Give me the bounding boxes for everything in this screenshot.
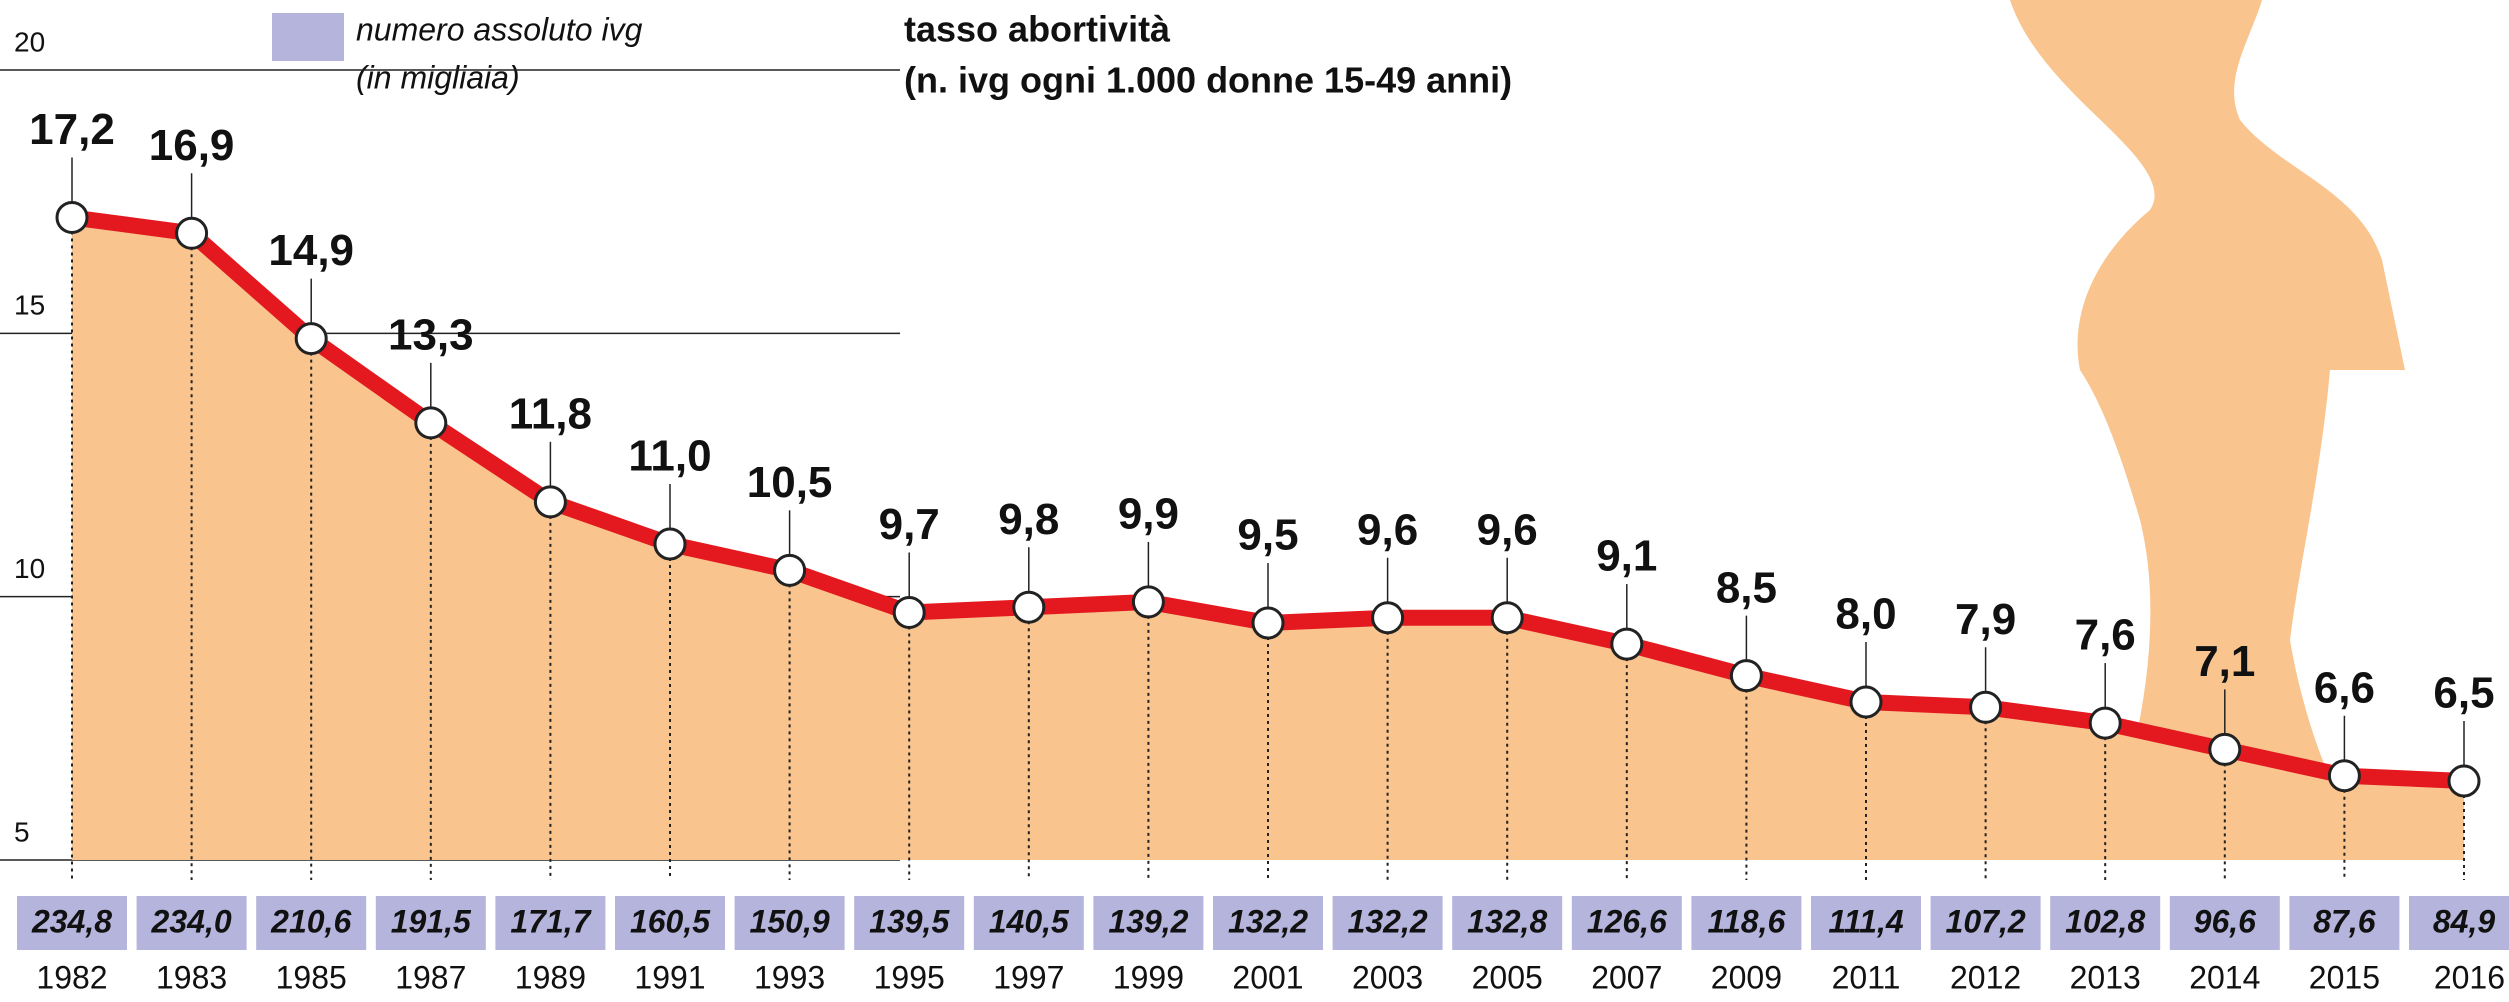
absolute-label: 139,5 bbox=[869, 903, 950, 939]
chart: tasso abortività (n. ivg ogni 1.000 donn… bbox=[0, 0, 2509, 1002]
absolute-label: 107,2 bbox=[1946, 903, 2026, 939]
chart-subtitle: (n. ivg ogni 1.000 donne 15-49 anni) bbox=[904, 60, 1512, 101]
value-label: 9,6 bbox=[1477, 505, 1538, 554]
value-label: 13,3 bbox=[388, 310, 474, 359]
absolute-label: 160,5 bbox=[630, 903, 711, 939]
absolute-label: 234,8 bbox=[31, 903, 112, 939]
value-label: 7,1 bbox=[2194, 637, 2255, 686]
x-tick-label: 1995 bbox=[874, 959, 945, 995]
absolute-label: 96,6 bbox=[2194, 903, 2256, 939]
legend-label: numero assoluto ivg bbox=[356, 11, 643, 47]
value-label: 9,9 bbox=[1118, 490, 1179, 539]
x-tick-label: 1991 bbox=[634, 959, 705, 995]
point bbox=[775, 555, 805, 585]
y-tick-label: 10 bbox=[14, 553, 45, 584]
point bbox=[1253, 608, 1283, 638]
absolute-label: 139,2 bbox=[1108, 903, 1188, 939]
point bbox=[1133, 587, 1163, 617]
value-label: 9,1 bbox=[1596, 532, 1657, 581]
absolute-label: 87,6 bbox=[2313, 903, 2375, 939]
point bbox=[1492, 603, 1522, 633]
absolute-label: 84,9 bbox=[2433, 903, 2495, 939]
x-tick-label: 1999 bbox=[1113, 959, 1184, 995]
legend-unit: (in migliaia) bbox=[356, 59, 520, 95]
point bbox=[2449, 766, 2479, 796]
point bbox=[177, 218, 207, 248]
x-tick-label: 2001 bbox=[1232, 959, 1303, 995]
absolute-label: 140,5 bbox=[989, 903, 1070, 939]
absolute-label: 150,9 bbox=[750, 903, 830, 939]
x-tick-label: 1997 bbox=[993, 959, 1064, 995]
x-tick-label: 2014 bbox=[2189, 959, 2260, 995]
value-label: 6,6 bbox=[2314, 663, 2375, 712]
x-tick-label: 2009 bbox=[1711, 959, 1782, 995]
point bbox=[416, 408, 446, 438]
point bbox=[296, 324, 326, 354]
value-label: 9,5 bbox=[1237, 511, 1298, 560]
absolute-label: 118,6 bbox=[1708, 903, 1786, 939]
point bbox=[1731, 661, 1761, 691]
absolute-label: 234,0 bbox=[151, 903, 232, 939]
value-label: 11,0 bbox=[628, 432, 711, 481]
absolute-label: 171,7 bbox=[510, 903, 592, 939]
absolute-label: 132,2 bbox=[1348, 903, 1428, 939]
x-tick-label: 2007 bbox=[1591, 959, 1662, 995]
x-tick-label: 2011 bbox=[1832, 959, 1901, 995]
absolute-label: 102,8 bbox=[2065, 903, 2145, 939]
page: tasso abortività (n. ivg ogni 1.000 donn… bbox=[0, 0, 2509, 1002]
point bbox=[1373, 603, 1403, 633]
value-label: 9,8 bbox=[998, 495, 1059, 544]
point bbox=[894, 597, 924, 627]
value-label: 7,9 bbox=[1955, 595, 2016, 644]
chart-title: tasso abortività bbox=[904, 9, 1171, 50]
x-tick-label: 2015 bbox=[2309, 959, 2380, 995]
point bbox=[535, 487, 565, 517]
value-label: 7,6 bbox=[2075, 611, 2136, 660]
x-tick-label: 2005 bbox=[1472, 959, 1543, 995]
x-tick-label: 2013 bbox=[2070, 959, 2141, 995]
absolute-label: 111,4 bbox=[1828, 903, 1904, 939]
absolute-label: 132,8 bbox=[1467, 903, 1547, 939]
absolute-label: 132,2 bbox=[1228, 903, 1308, 939]
point bbox=[1612, 629, 1642, 659]
x-tick-label: 1987 bbox=[395, 959, 466, 995]
x-tick-label: 2016 bbox=[2434, 959, 2505, 995]
y-tick-label: 5 bbox=[14, 816, 30, 847]
point bbox=[1971, 692, 2001, 722]
x-tick-label: 1985 bbox=[276, 959, 347, 995]
x-tick-label: 1983 bbox=[156, 959, 227, 995]
absolute-label: 191,5 bbox=[391, 903, 472, 939]
absolute-label: 126,6 bbox=[1587, 903, 1667, 939]
x-tick-label: 1982 bbox=[36, 959, 107, 995]
point bbox=[2090, 708, 2120, 738]
value-label: 11,8 bbox=[509, 389, 592, 438]
x-tick-label: 1989 bbox=[515, 959, 586, 995]
point bbox=[2210, 734, 2240, 764]
x-tick-label: 2003 bbox=[1352, 959, 1423, 995]
point bbox=[57, 202, 87, 232]
value-label: 9,6 bbox=[1357, 505, 1418, 554]
value-label: 14,9 bbox=[268, 226, 354, 275]
point bbox=[1851, 687, 1881, 717]
value-label: 6,5 bbox=[2433, 669, 2494, 718]
legend-swatch bbox=[272, 13, 344, 61]
y-tick-label: 20 bbox=[14, 26, 45, 57]
x-tick-label: 2012 bbox=[1950, 959, 2021, 995]
value-label: 8,0 bbox=[1835, 590, 1896, 639]
point bbox=[2329, 761, 2359, 791]
point bbox=[655, 529, 685, 559]
y-tick-label: 15 bbox=[14, 290, 45, 321]
value-label: 9,7 bbox=[879, 500, 940, 549]
x-tick-label: 1993 bbox=[754, 959, 825, 995]
value-label: 8,5 bbox=[1716, 563, 1777, 612]
absolute-label: 210,6 bbox=[270, 903, 351, 939]
point bbox=[1014, 592, 1044, 622]
value-label: 16,9 bbox=[149, 121, 235, 170]
value-label: 17,2 bbox=[29, 105, 115, 154]
value-label: 10,5 bbox=[747, 458, 833, 507]
